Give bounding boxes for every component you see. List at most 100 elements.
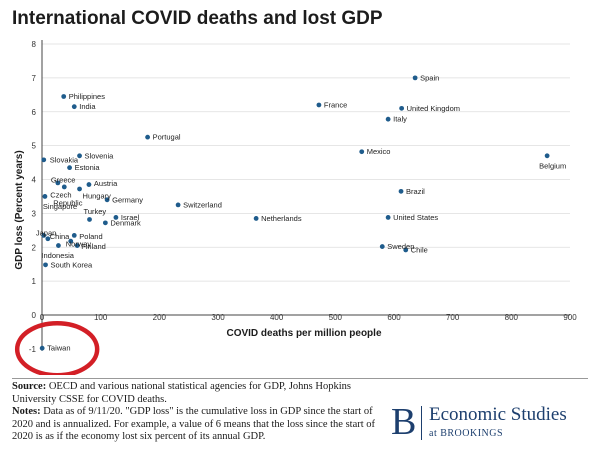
point-label: Mexico	[367, 147, 391, 156]
data-point	[45, 236, 51, 242]
point-label: Czech Republic	[50, 190, 82, 207]
data-point	[71, 104, 77, 110]
point-label: United Kingdom	[407, 104, 460, 113]
point-label: Turkey	[84, 207, 107, 216]
point-label: Italy	[393, 115, 407, 124]
data-points	[39, 75, 550, 351]
data-point	[398, 188, 404, 194]
y-tick-label: 6	[32, 108, 37, 117]
data-point	[41, 232, 47, 238]
notes-note: Notes: Data as of 9/11/20. "GDP loss" is…	[12, 406, 382, 444]
y-tick-label: 7	[32, 74, 37, 83]
logo-line1: Economic Studies	[429, 404, 567, 425]
data-point	[113, 215, 119, 220]
point-label: Slovakia	[50, 155, 79, 164]
y-tick-label: 3	[32, 209, 37, 218]
data-point	[316, 102, 322, 108]
logo-divider	[421, 406, 422, 440]
y-tick-label: 1	[32, 277, 37, 286]
point-label: Estonia	[75, 163, 101, 172]
point-label: Belgium	[539, 161, 566, 170]
data-point	[55, 180, 61, 186]
y-tick-label: 8	[32, 40, 37, 49]
data-point	[42, 194, 48, 199]
x-tick-label: 200	[153, 313, 167, 322]
point-label: Japan	[36, 228, 56, 237]
data-point	[56, 243, 61, 248]
data-point	[41, 157, 47, 163]
point-label: South Korea	[51, 260, 94, 269]
point-label: Austria	[94, 179, 118, 188]
source-label: Source:	[12, 381, 47, 392]
point-label: Finland	[81, 242, 106, 251]
gridlines	[42, 43, 570, 282]
point-label: Germany	[112, 195, 143, 204]
footer-divider	[12, 378, 588, 379]
x-tick-label: 800	[505, 313, 519, 322]
point-label: India	[79, 102, 96, 111]
x-tick-label: 500	[329, 313, 343, 322]
data-point	[385, 116, 391, 122]
source-note: Source: OECD and various national statis…	[12, 381, 382, 406]
data-point	[359, 149, 365, 155]
data-point	[68, 238, 74, 244]
x-tick-label: 400	[270, 313, 284, 322]
point-label: Indonesia	[41, 251, 74, 260]
point-label: Spain	[420, 73, 439, 82]
data-point	[145, 134, 151, 140]
point-label: China	[50, 232, 70, 241]
x-tick-label: 300	[211, 313, 225, 322]
data-point	[43, 262, 48, 268]
data-point	[253, 216, 259, 221]
y-axis-label: GDP loss (Percent years)	[14, 150, 25, 269]
data-point	[175, 202, 181, 208]
footer-notes: Source: OECD and various national statis…	[12, 381, 382, 444]
brookings-logo: B Economic Studies at BROOKINGS	[391, 402, 591, 444]
data-point	[61, 94, 67, 99]
notes-text: Data as of 9/11/20. "GDP loss" is the cu…	[12, 406, 376, 443]
y-tick-label: 5	[32, 142, 37, 151]
highlight-circle	[14, 320, 100, 375]
data-point	[87, 217, 92, 222]
data-point	[102, 220, 108, 226]
point-label: Greece	[51, 175, 76, 184]
y-tick-label: 4	[32, 176, 37, 185]
point-label: Sweden	[387, 242, 414, 251]
data-point	[67, 165, 72, 171]
data-point	[74, 243, 80, 248]
point-label: Denmark	[110, 218, 141, 227]
point-label: Poland	[79, 232, 102, 241]
data-point	[77, 186, 82, 192]
data-point	[403, 247, 409, 253]
point-label: Philippines	[69, 92, 106, 101]
x-tick-label: 700	[446, 313, 460, 322]
y-tick-label: 2	[32, 243, 37, 252]
y-tick-label: -1	[29, 345, 37, 354]
data-point	[39, 345, 45, 351]
y-tick-label: 0	[32, 311, 37, 320]
point-label: Brazil	[406, 187, 425, 196]
x-tick-label: 600	[387, 313, 401, 322]
x-tick-label: 100	[94, 313, 108, 322]
data-point	[544, 153, 550, 159]
point-label: Hungary	[83, 191, 112, 200]
point-label: Switzerland	[183, 200, 222, 209]
scatter-chart: -10123456780100200300400500600700800900 …	[14, 40, 577, 375]
point-label: Israel	[121, 213, 140, 222]
notes-label: Notes:	[12, 406, 41, 418]
data-point	[86, 182, 92, 187]
point-label: Singapore	[43, 202, 77, 211]
point-label: Portugal	[153, 133, 181, 142]
logo-initial: B	[391, 401, 417, 443]
data-point	[104, 197, 110, 203]
point-label: Netherlands	[261, 214, 302, 223]
data-point	[385, 215, 391, 220]
data-point	[71, 232, 77, 238]
data-point	[77, 153, 82, 159]
logo-line2: at BROOKINGS	[429, 428, 504, 439]
point-label: France	[324, 100, 347, 109]
point-label: Slovenia	[85, 151, 115, 160]
x-axis-label: COVID deaths per million people	[226, 328, 381, 339]
tick-labels: -10123456780100200300400500600700800900	[29, 40, 577, 354]
